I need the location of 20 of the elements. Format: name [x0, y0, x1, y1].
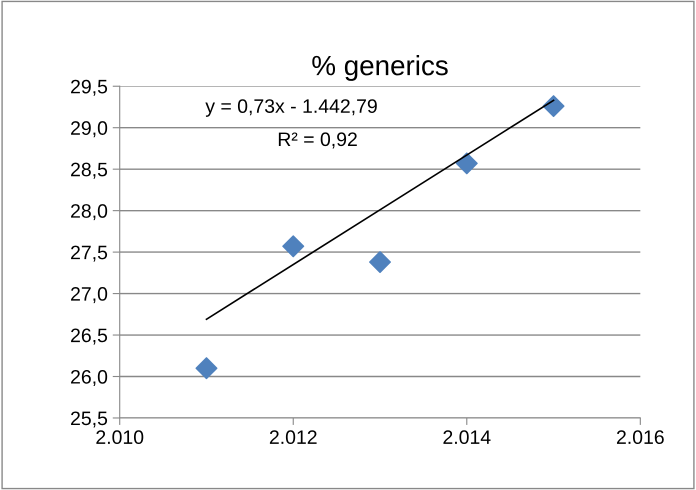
y-tick-label: 27,5: [71, 246, 108, 262]
y-tick-label: 28,0: [71, 204, 108, 220]
annotation: R² = 0,92: [278, 132, 357, 148]
point: [282, 235, 304, 258]
y-tick-label: 26,0: [71, 370, 108, 386]
point: [195, 357, 218, 380]
chart-title: % generics: [312, 55, 448, 81]
point: [369, 251, 392, 274]
annotation: y = 0,73x - 1.442,79: [205, 99, 377, 117]
y-tick-label: 29,5: [71, 80, 108, 96]
y-tick-label: 26,5: [71, 328, 108, 345]
y-tick-label: 28,5: [71, 162, 108, 179]
x-tick-label: 2.012: [270, 430, 317, 444]
x-tick-label: 2.016: [616, 430, 664, 444]
y-tick-label: 27,0: [71, 287, 108, 304]
y-tick-label: 29,0: [71, 121, 108, 138]
y-tick-label: 25,5: [71, 411, 108, 428]
x-tick-label: 2.014: [443, 430, 491, 444]
point: [456, 152, 478, 174]
x-tick-label: 2.010: [96, 430, 144, 444]
